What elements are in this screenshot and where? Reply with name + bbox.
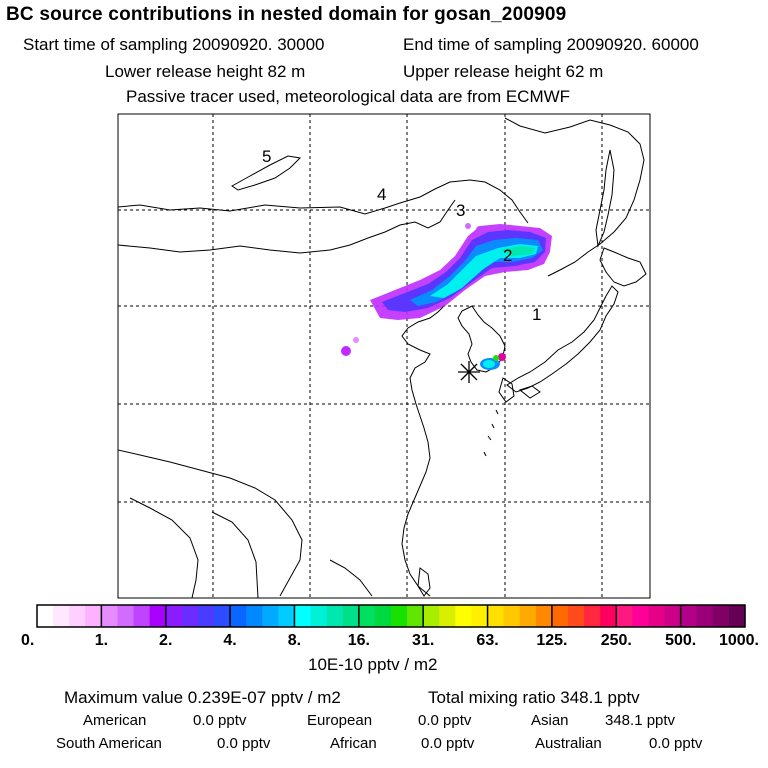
colorbar-swatch: [37, 605, 54, 627]
colorbar-swatch: [374, 605, 392, 627]
colorbar-swatch: [632, 605, 650, 627]
colorbar-swatch: [519, 605, 537, 627]
colorbar-swatch: [616, 605, 633, 627]
colorbar-tick-label: 125.: [536, 632, 567, 649]
colorbar-swatch: [391, 605, 408, 627]
south-american-label: South American: [56, 735, 162, 752]
colorbar-swatch: [69, 605, 86, 627]
colorbar-swatch: [407, 605, 424, 627]
australian-value: 0.0 pptv: [649, 735, 703, 752]
colorbar-swatch: [680, 605, 698, 627]
colorbar-swatch: [358, 605, 376, 627]
colorbar-swatch: [600, 605, 617, 627]
colorbar-tick-label: 4.: [223, 632, 236, 649]
colorbar-swatch: [310, 605, 328, 627]
colorbar-swatch: [294, 605, 312, 627]
african-label: African: [330, 735, 377, 752]
colorbar-swatch: [648, 605, 666, 627]
colorbar-ticks: [100, 605, 682, 627]
colorbar-swatches: [37, 605, 746, 627]
colorbar-swatch: [262, 605, 279, 627]
receptor-star-icon: [458, 361, 480, 383]
colorbar-tick-label: 1.: [95, 632, 108, 649]
region-label-1: 1: [532, 305, 541, 324]
colorbar-tick-label: 8.: [288, 632, 301, 649]
colorbar-tick-label: 1000.: [719, 632, 759, 649]
region-label-5: 5: [262, 147, 271, 166]
asian-value: 348.1 pptv: [605, 712, 676, 729]
colorbar-swatch: [133, 605, 151, 627]
colorbar-swatch: [246, 605, 263, 627]
map-frame: [117, 113, 651, 599]
european-value: 0.0 pptv: [418, 712, 472, 729]
colorbar-swatch: [503, 605, 521, 627]
colorbar-swatch: [664, 605, 682, 627]
tracer-note: Passive tracer used, meteorological data…: [126, 87, 571, 106]
upper-release-label: Upper release height 62 m: [403, 62, 604, 81]
colorbar-tick-label: 31.: [412, 632, 434, 649]
region-label-2: 2: [503, 246, 512, 265]
colorbar-tick-label: 250.: [601, 632, 632, 649]
colorbar-swatch: [230, 605, 247, 627]
end-time-label: End time of sampling 20090920. 60000: [403, 35, 699, 54]
colorbar-swatch: [53, 605, 70, 627]
american-value: 0.0 pptv: [193, 712, 247, 729]
colorbar-swatch: [535, 605, 553, 627]
australian-label: Australian: [535, 735, 602, 752]
colorbar-tick-label: 16.: [348, 632, 370, 649]
colorbar-frame: [36, 604, 746, 628]
total-mixing-label: Total mixing ratio 348.1 pptv: [428, 688, 640, 707]
max-value-label: Maximum value 0.239E-07 pptv / m2: [64, 688, 341, 707]
colorbar-tick-label: 63.: [476, 632, 498, 649]
colorbar-swatch: [712, 605, 730, 627]
colorbar-swatch: [197, 605, 215, 627]
african-value: 0.0 pptv: [421, 735, 475, 752]
colorbar-tick-label: 0.: [21, 632, 34, 649]
colorbar-swatch: [696, 605, 714, 627]
colorbar-swatch: [728, 605, 746, 627]
colorbar-swatch: [149, 605, 167, 627]
colorbar-swatch: [181, 605, 199, 627]
colorbar-swatch: [487, 605, 505, 627]
colorbar-swatch: [85, 605, 102, 627]
european-label: European: [307, 712, 373, 729]
colorbar-swatch: [342, 605, 360, 627]
lower-release-label: Lower release height 82 m: [105, 62, 306, 81]
region-label-4: 4: [377, 185, 386, 204]
concentration-plume: [341, 223, 552, 370]
colorbar-swatch: [568, 605, 585, 627]
start-time-label: Start time of sampling 20090920. 30000: [23, 35, 325, 54]
asian-label: Asian: [531, 712, 569, 729]
colorbar-swatch: [584, 605, 601, 627]
american-label: American: [83, 712, 147, 729]
coastlines: [118, 117, 647, 598]
colorbar-tick-labels: 0. 1. 2. 4. 8. 16. 31. 63. 125. 250. 500. 1000.: [21, 632, 759, 649]
colorbar-unit-label: 10E-10 pptv / m2: [308, 655, 438, 674]
colorbar-swatch: [423, 605, 440, 627]
colorbar-tick-label: 500.: [665, 632, 696, 649]
colorbar-swatch: [326, 605, 344, 627]
colorbar-swatch: [471, 605, 489, 627]
colorbar-swatch: [101, 605, 119, 627]
colorbar-swatch: [455, 605, 473, 627]
page-title: BC source contributions in nested domain…: [6, 4, 567, 25]
colorbar-swatch: [214, 605, 231, 627]
south-american-value: 0.0 pptv: [217, 735, 271, 752]
colorbar-swatch: [117, 605, 135, 627]
colorbar-swatch: [165, 605, 183, 627]
colorbar-tick-label: 2.: [159, 632, 172, 649]
colorbar-swatch: [278, 605, 296, 627]
colorbar-swatch: [439, 605, 456, 627]
region-label-3: 3: [456, 201, 465, 220]
colorbar-swatch: [551, 605, 569, 627]
